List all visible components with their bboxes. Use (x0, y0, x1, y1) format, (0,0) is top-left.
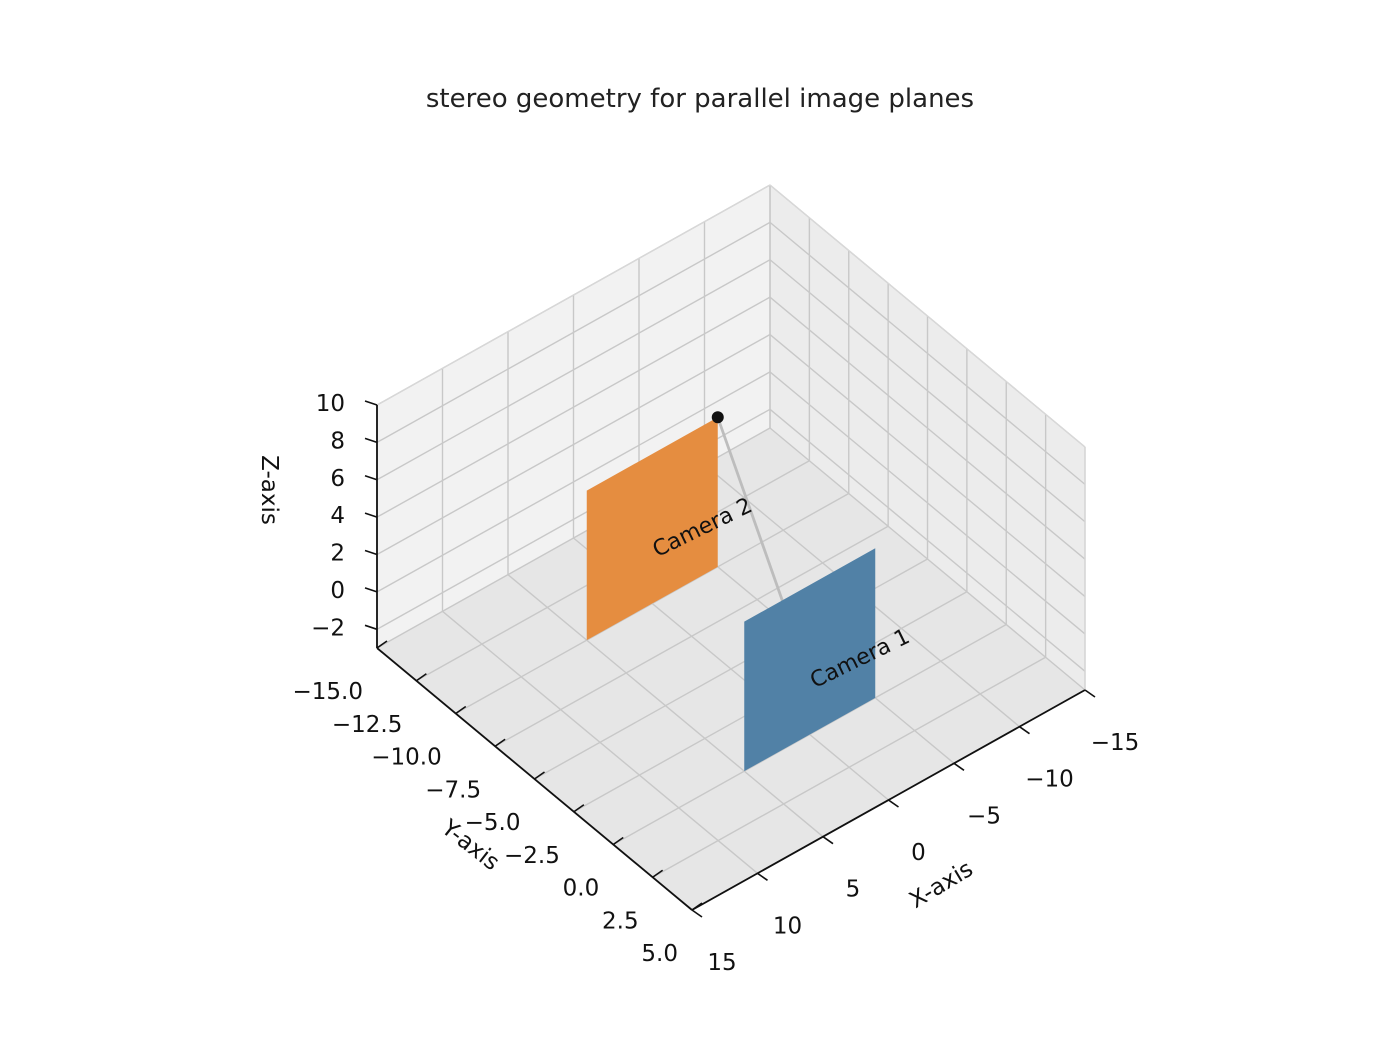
y-tick-label: 2.5 (602, 908, 639, 934)
chart-title: stereo geometry for parallel image plane… (425, 84, 975, 114)
z-tick (364, 587, 378, 593)
z-tick (364, 400, 378, 406)
z-tick-label: −2 (311, 615, 345, 641)
y-tick (455, 705, 467, 715)
x-tick (822, 836, 834, 845)
y-tick-label: 0.0 (563, 876, 600, 902)
z-tick-label: 10 (316, 391, 345, 417)
x-tick-label: −15 (1091, 730, 1140, 756)
z-axis-label: Z-axis (256, 455, 282, 525)
z-tick-label: 2 (330, 541, 345, 567)
grid-line-z-wall-left (376, 371, 771, 593)
x-tick-label: 15 (707, 950, 736, 976)
z-tick-label: 8 (330, 428, 345, 454)
z-tick (364, 437, 378, 444)
y-tick (534, 771, 545, 780)
y-tick (573, 804, 585, 813)
grid-line-y-floor (494, 525, 889, 747)
z-tick (364, 512, 378, 518)
x-tick (1019, 726, 1030, 735)
z-tick-label: 0 (330, 578, 345, 604)
z-tick (364, 624, 378, 631)
y-tick (494, 738, 506, 747)
y-tick (415, 673, 427, 682)
y-tick-label: −10.0 (371, 745, 441, 771)
x-tick (888, 799, 899, 808)
grid-line-z-wall-left (376, 296, 771, 518)
x-tick-label: −5 (967, 803, 1001, 829)
y-tick-label: 5.0 (641, 941, 678, 967)
pane-edge (769, 184, 1086, 448)
x-tick (953, 762, 965, 771)
pane-edge (376, 184, 771, 406)
y-tick-label: −15.0 (293, 679, 363, 705)
grid-line-y-floor (652, 656, 1046, 878)
y-tick (652, 869, 664, 878)
grid-line-z-wall-right (769, 334, 1086, 598)
x-tick-label: −10 (1025, 767, 1074, 793)
y-tick (691, 902, 703, 911)
grid-line-z-wall-left (376, 333, 771, 556)
z-tick (364, 549, 378, 556)
x-tick-label: 5 (846, 877, 861, 903)
y-tick (376, 640, 388, 649)
grid-line-z-wall-right (769, 221, 1086, 485)
scene-point (711, 411, 724, 424)
z-tick-label: 6 (330, 466, 345, 492)
x-tick (757, 872, 768, 881)
grid-line-z-wall-right (769, 371, 1086, 635)
x-tick-label: 0 (911, 840, 926, 866)
x-tick-label: 10 (773, 913, 802, 939)
grid-line-z-wall-left (376, 259, 771, 481)
y-tick (612, 836, 624, 846)
x-tick (1084, 689, 1096, 698)
grid-line-z-wall-right (769, 408, 1086, 672)
z-tick-label: 4 (330, 503, 345, 529)
y-tick-label: −7.5 (425, 777, 481, 803)
grid-line-z-wall-right (769, 259, 1086, 523)
y-tick-label: −2.5 (504, 843, 560, 869)
grid-line-z-wall-left (376, 221, 771, 443)
grid-line-z-wall-right (769, 296, 1086, 560)
y-tick-label: −12.5 (332, 712, 402, 738)
y-tick-label: −5.0 (465, 810, 521, 836)
x-tick (691, 909, 703, 918)
camera-1-image-plane (744, 548, 876, 772)
camera-2-image-plane (586, 417, 718, 641)
z-tick (364, 475, 378, 481)
